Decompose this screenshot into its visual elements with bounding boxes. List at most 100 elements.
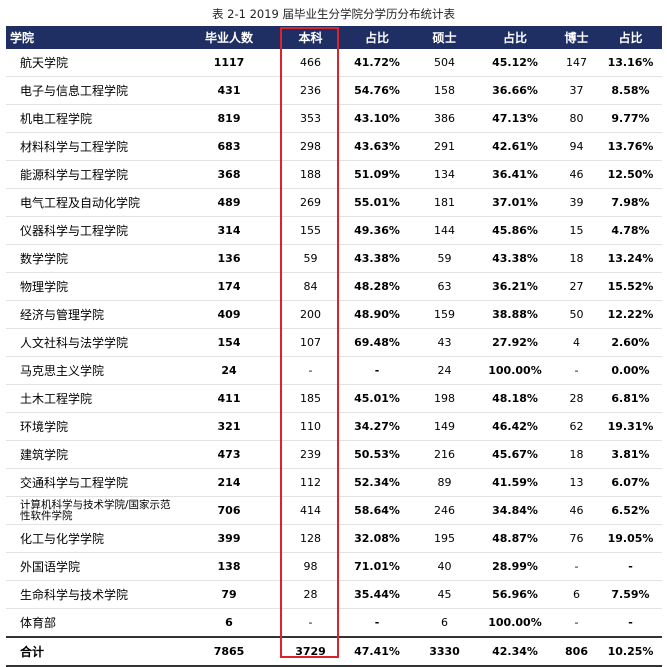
master-ratio-cell: 38.88% [476,300,554,329]
undergrad-cell: 112 [280,468,341,497]
graduates-cell: 7865 [178,636,280,667]
undergrad-cell: 107 [280,328,341,357]
doctor-cell: 50 [554,300,599,329]
table-row: 生命科学与技术学院 79 28 35.44% 45 56.96% 6 7.59% [6,580,662,609]
undergrad-cell: 200 [280,300,341,329]
graduates-cell: 214 [178,468,280,497]
graduates-cell: 706 [178,496,280,525]
master-cell: 216 [413,440,476,469]
doctor-ratio-cell: 8.58% [599,76,662,105]
master-cell: 43 [413,328,476,357]
doctor-cell: - [554,552,599,581]
master-cell: 40 [413,552,476,581]
doctor-ratio-cell: - [599,608,662,638]
undergrad-ratio-cell: 43.38% [341,244,413,273]
graduates-cell: 409 [178,300,280,329]
college-cell: 仪器科学与工程学院 [6,216,178,245]
master-ratio-cell: 28.99% [476,552,554,581]
doctor-ratio-cell: 9.77% [599,104,662,133]
doctor-cell: 39 [554,188,599,217]
doctor-cell: 94 [554,132,599,161]
graduates-cell: 473 [178,440,280,469]
doctor-cell: 46 [554,496,599,525]
doctor-cell: 46 [554,160,599,189]
doctor-cell: - [554,608,599,638]
undergrad-cell: 414 [280,496,341,525]
doctor-cell: 18 [554,440,599,469]
undergrad-ratio-cell: 47.41% [341,636,413,667]
undergrad-ratio-cell: 51.09% [341,160,413,189]
graduates-cell: 411 [178,384,280,413]
college-cell: 数学学院 [6,244,178,273]
undergrad-ratio-cell: 49.36% [341,216,413,245]
header-college: 学院 [6,26,178,49]
master-ratio-cell: 45.67% [476,440,554,469]
undergrad-cell: 353 [280,104,341,133]
undergrad-ratio-cell: 58.64% [341,496,413,525]
doctor-ratio-cell: 7.59% [599,580,662,609]
graduates-cell: 138 [178,552,280,581]
header-graduates: 毕业人数 [178,26,280,49]
college-cell: 环境学院 [6,412,178,441]
college-cell: 航天学院 [6,49,178,77]
master-cell: 24 [413,356,476,385]
undergrad-cell: 59 [280,244,341,273]
graduates-cell: 489 [178,188,280,217]
undergrad-cell: 269 [280,188,341,217]
undergrad-cell: 298 [280,132,341,161]
undergrad-cell: - [280,356,341,385]
undergrad-cell: 236 [280,76,341,105]
master-cell: 159 [413,300,476,329]
master-cell: 246 [413,496,476,525]
doctor-cell: 76 [554,524,599,553]
table-row: 土木工程学院 411 185 45.01% 198 48.18% 28 6.81% [6,384,662,413]
graduates-cell: 24 [178,356,280,385]
master-cell: 291 [413,132,476,161]
college-cell: 外国语学院 [6,552,178,581]
master-ratio-cell: 27.92% [476,328,554,357]
master-ratio-cell: 36.41% [476,160,554,189]
undergrad-cell: 28 [280,580,341,609]
doctor-cell: 28 [554,384,599,413]
undergrad-cell: - [280,608,341,638]
undergrad-cell: 239 [280,440,341,469]
undergrad-ratio-cell: 50.53% [341,440,413,469]
master-ratio-cell: 45.86% [476,216,554,245]
master-cell: 6 [413,608,476,638]
table-row: 人文社科与法学学院 154 107 69.48% 43 27.92% 4 2.60% [6,328,662,357]
header-doctor-ratio: 占比 [599,26,662,49]
master-ratio-cell: 42.34% [476,636,554,667]
undergrad-cell: 3729 [280,636,341,667]
college-cell: 材料科学与工程学院 [6,132,178,161]
master-cell: 386 [413,104,476,133]
master-cell: 504 [413,49,476,77]
table-row: 机电工程学院 819 353 43.10% 386 47.13% 80 9.77% [6,104,662,133]
header-undergrad-ratio: 占比 [341,26,413,49]
undergrad-ratio-cell: 71.01% [341,552,413,581]
doctor-ratio-cell: 13.76% [599,132,662,161]
undergrad-ratio-cell: 54.76% [341,76,413,105]
master-cell: 149 [413,412,476,441]
graduates-cell: 314 [178,216,280,245]
undergrad-cell: 188 [280,160,341,189]
master-ratio-cell: 36.66% [476,76,554,105]
master-ratio-cell: 47.13% [476,104,554,133]
college-cell: 计算机科学与技术学院/国家示范性软件学院 [6,496,178,525]
master-cell: 59 [413,244,476,273]
undergrad-cell: 98 [280,552,341,581]
college-cell: 化工与化学学院 [6,524,178,553]
college-cell: 生命科学与技术学院 [6,580,178,609]
table-row: 物理学院 174 84 48.28% 63 36.21% 27 15.52% [6,272,662,301]
doctor-ratio-cell: 6.81% [599,384,662,413]
undergrad-ratio-cell: - [341,608,413,638]
college-cell: 合计 [6,636,178,667]
master-cell: 144 [413,216,476,245]
header-master: 硕士 [413,26,476,49]
graduates-cell: 368 [178,160,280,189]
graduates-cell: 174 [178,272,280,301]
master-ratio-cell: 100.00% [476,356,554,385]
master-ratio-cell: 46.42% [476,412,554,441]
doctor-cell: 15 [554,216,599,245]
table-row: 交通科学与工程学院 214 112 52.34% 89 41.59% 13 6.07% [6,468,662,497]
master-cell: 134 [413,160,476,189]
